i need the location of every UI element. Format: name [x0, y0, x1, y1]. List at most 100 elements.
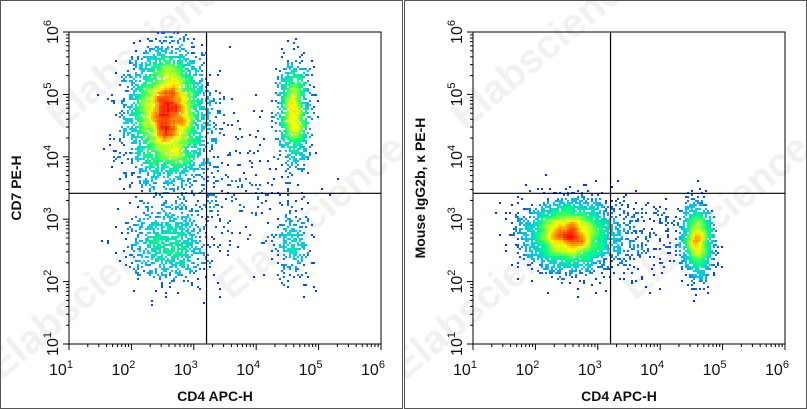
event-dot [131, 120, 133, 122]
event-dot [519, 218, 521, 220]
event-dot [695, 224, 697, 226]
event-dot [147, 90, 149, 92]
event-dot [587, 230, 589, 232]
event-dot [161, 62, 163, 64]
event-dot [207, 112, 209, 114]
event-dot [167, 126, 169, 128]
event-dot [163, 266, 165, 268]
event-dot [193, 134, 195, 136]
event-dot [123, 98, 125, 100]
event-dot [201, 164, 203, 166]
event-dot [195, 168, 197, 170]
event-dot [541, 224, 543, 226]
event-dot [287, 66, 289, 68]
event-dot [601, 220, 603, 222]
event-dot [119, 130, 121, 132]
event-dot [581, 222, 583, 224]
event-dot [187, 240, 189, 242]
event-dot [577, 218, 579, 220]
event-dot [143, 76, 145, 78]
event-dot [169, 216, 171, 218]
event-dot [195, 270, 197, 272]
event-dot [287, 112, 289, 114]
event-dot [147, 114, 149, 116]
event-dot [593, 232, 595, 234]
event-dot [201, 140, 203, 142]
event-dot [161, 100, 163, 102]
event-dot [177, 42, 179, 44]
event-dot [583, 220, 585, 222]
event-dot [203, 178, 205, 180]
event-dot [135, 96, 137, 98]
event-dot [111, 94, 113, 96]
event-dot [125, 118, 127, 120]
event-dot [577, 208, 579, 210]
event-dot [141, 96, 143, 98]
event-dot [131, 230, 133, 232]
event-dot [579, 200, 581, 202]
event-dot [165, 118, 167, 120]
event-dot [529, 238, 531, 240]
event-dot [593, 202, 595, 204]
event-dot [313, 236, 315, 238]
event-dot [535, 208, 537, 210]
event-dot [581, 216, 583, 218]
event-dot [167, 156, 169, 158]
event-dot [139, 182, 141, 184]
left-dot-plot: ElabscienceElabscienceElabscience 101102… [1, 1, 402, 404]
event-dot [217, 166, 219, 168]
event-dot [201, 64, 203, 66]
event-dot [155, 80, 157, 82]
event-dot [235, 180, 237, 182]
event-dot [167, 104, 169, 106]
event-dot [149, 164, 151, 166]
event-dot [169, 86, 171, 88]
event-dot [161, 94, 163, 96]
event-dot [193, 128, 195, 130]
event-dot [679, 232, 681, 234]
event-dot [163, 72, 165, 74]
event-dot [157, 66, 159, 68]
event-dot [149, 70, 151, 72]
event-dot [177, 244, 179, 246]
event-dot [577, 222, 579, 224]
event-dot [163, 134, 165, 136]
event-dot [171, 66, 173, 68]
event-dot [691, 210, 693, 212]
event-dot [631, 232, 633, 234]
event-dot [589, 230, 591, 232]
event-dot [287, 226, 289, 228]
event-dot [563, 224, 565, 226]
event-dot [287, 60, 289, 62]
event-dot [161, 136, 163, 138]
event-dot [153, 78, 155, 80]
event-dot [587, 212, 589, 214]
event-dot [137, 242, 139, 244]
event-dot [181, 256, 183, 258]
event-dot [597, 222, 599, 224]
event-dot [183, 114, 185, 116]
event-dot [173, 90, 175, 92]
event-dot [565, 228, 567, 230]
event-dot [561, 202, 563, 204]
event-dot [173, 162, 175, 164]
event-dot [547, 212, 549, 214]
event-dot [157, 130, 159, 132]
event-dot [161, 82, 163, 84]
event-dot [183, 170, 185, 172]
event-dot [161, 260, 163, 262]
event-dot [161, 70, 163, 72]
event-dot [201, 124, 203, 126]
event-dot [207, 82, 209, 84]
event-dot [567, 202, 569, 204]
event-dot [589, 208, 591, 210]
event-dot [699, 212, 701, 214]
event-dot [685, 238, 687, 240]
event-dot [689, 234, 691, 236]
event-dot [147, 38, 149, 40]
event-dot [303, 146, 305, 148]
event-dot [155, 182, 157, 184]
event-dot [287, 104, 289, 106]
event-dot [187, 256, 189, 258]
event-dot [193, 120, 195, 122]
